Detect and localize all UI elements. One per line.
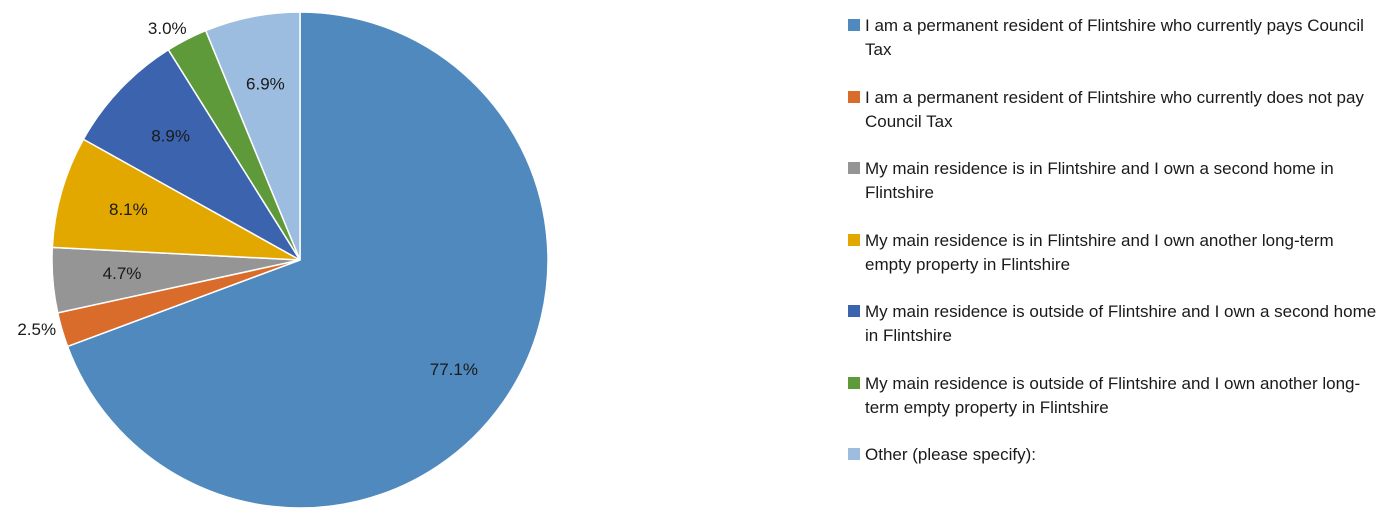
slice-data-label: 6.9% <box>246 74 285 93</box>
slice-data-label: 2.5% <box>17 320 56 339</box>
legend-item: I am a permanent resident of Flintshire … <box>848 86 1378 158</box>
legend-swatch <box>848 90 860 103</box>
legend-item: My main residence is outside of Flintshi… <box>848 372 1378 444</box>
slice-data-label: 4.7% <box>103 264 142 283</box>
pie-slices <box>51 11 549 508</box>
slice-data-label: 3.0% <box>148 19 187 38</box>
legend-item: My main residence is in Flintshire and I… <box>848 229 1378 301</box>
legend-label: My main residence is in Flintshire and I… <box>865 159 1334 202</box>
legend-label: My main residence is in Flintshire and I… <box>865 230 1334 274</box>
legend-item: My main residence is outside of Flintshi… <box>848 300 1378 372</box>
legend-label: I am a permanent resident of Flintshire … <box>865 16 1364 59</box>
legend-swatch <box>848 305 860 317</box>
pie-chart: 77.1% 2.5% 4.7% 8.1% 8.9% 3.0% 6.9% <box>17 11 549 508</box>
slice-data-label: 8.9% <box>151 126 190 145</box>
legend-label: My main residence is outside of Flintshi… <box>865 373 1361 417</box>
legend-label: My main residence is outside of Flintshi… <box>865 302 1377 345</box>
pie-slice <box>204 11 301 261</box>
legend-swatch <box>848 448 860 460</box>
legend-item: I am a permanent resident of Flintshire … <box>848 14 1378 86</box>
legend: I am a permanent resident of Flintshire … <box>848 14 1378 515</box>
legend-label: Other (please specify): <box>865 445 1037 464</box>
pie-data-labels: 77.1% 2.5% 4.7% 8.1% 8.9% 3.0% 6.9% <box>17 19 478 379</box>
legend-swatch <box>848 162 860 174</box>
legend-item: My main residence is in Flintshire and I… <box>848 157 1378 229</box>
pie-slice <box>82 48 301 261</box>
legend-item: Other (please specify): <box>848 443 1378 515</box>
slice-data-label: 8.1% <box>109 200 148 219</box>
legend-swatch <box>848 233 860 246</box>
pie-slice <box>51 138 301 261</box>
legend-swatch <box>848 19 860 31</box>
pie-slice <box>66 11 549 508</box>
slice-data-label: 77.1% <box>430 360 478 379</box>
legend-swatch <box>848 376 860 389</box>
legend-label: I am a permanent resident of Flintshire … <box>865 87 1364 131</box>
